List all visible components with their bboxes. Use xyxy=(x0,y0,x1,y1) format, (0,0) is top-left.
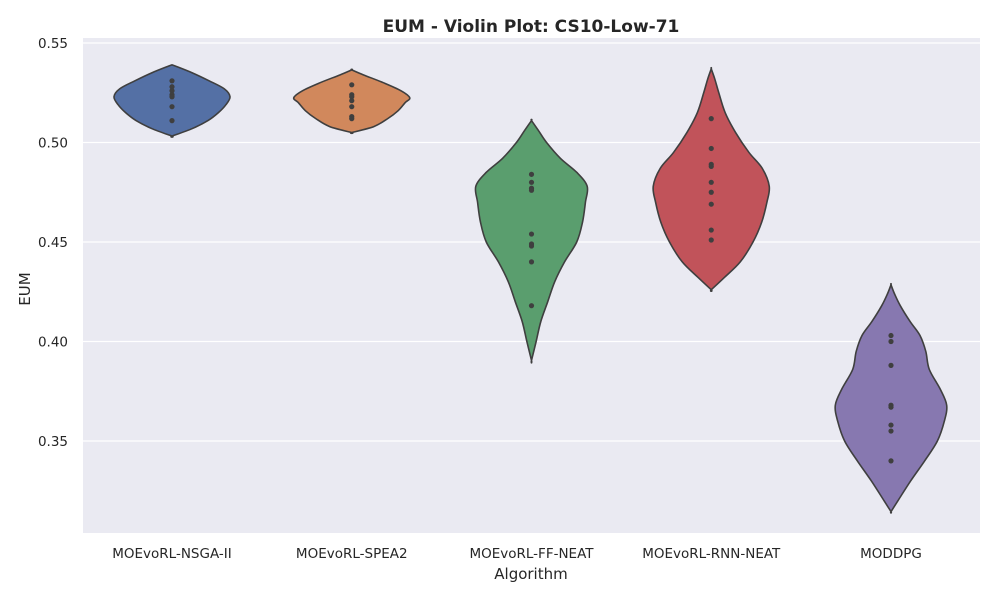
data-point xyxy=(888,338,894,345)
chart-title: EUM - Violin Plot: CS10-Low-71 xyxy=(383,17,680,37)
violin-1 xyxy=(113,63,231,138)
y-tick-label: 0.40 xyxy=(38,335,68,351)
data-point xyxy=(708,116,714,122)
data-point xyxy=(349,98,355,104)
data-point xyxy=(708,189,714,195)
data-point xyxy=(528,187,535,193)
y-axis-label: EUM xyxy=(16,272,34,305)
data-point xyxy=(888,458,894,464)
data-point xyxy=(528,243,535,249)
y-tick-label: 0.50 xyxy=(38,136,68,152)
violins xyxy=(113,63,948,514)
y-tick-label: 0.35 xyxy=(38,434,68,450)
y-tick-label: 0.55 xyxy=(38,36,68,52)
data-point xyxy=(708,163,714,169)
data-point xyxy=(888,332,894,339)
x-tick-label: MOEvoRL-NSGA-II xyxy=(112,546,232,562)
data-point xyxy=(888,404,894,410)
y-tick-labels: 0.35 0.40 0.45 0.50 0.55 xyxy=(38,36,68,450)
data-point xyxy=(349,116,355,122)
data-point xyxy=(169,94,175,100)
y-tick-label: 0.45 xyxy=(38,235,68,251)
data-point xyxy=(169,118,175,124)
data-point xyxy=(349,94,355,100)
data-point xyxy=(528,303,535,309)
data-point xyxy=(528,179,535,185)
data-point xyxy=(708,237,714,243)
data-point xyxy=(888,428,894,434)
data-point xyxy=(169,84,175,90)
violin-3 xyxy=(474,118,589,364)
x-tick-label: MOEvoRL-SPEA2 xyxy=(296,546,408,562)
data-point xyxy=(528,171,535,177)
violin-4 xyxy=(652,66,771,293)
data-point xyxy=(708,145,714,152)
data-point xyxy=(349,104,355,110)
x-tick-label: MOEvoRL-FF-NEAT xyxy=(469,546,594,562)
data-point xyxy=(888,362,894,368)
data-point xyxy=(169,78,175,84)
data-point xyxy=(708,227,714,233)
data-point xyxy=(888,422,894,428)
x-axis-label: Algorithm xyxy=(494,565,567,583)
data-point xyxy=(708,179,714,185)
data-point xyxy=(528,259,535,265)
data-point xyxy=(708,201,714,207)
x-tick-label: MOEvoRL-RNN-NEAT xyxy=(642,546,781,562)
data-point xyxy=(349,82,355,88)
x-tick-label: MODDPG xyxy=(860,546,922,562)
violin-5 xyxy=(834,282,948,514)
x-tick-labels: MOEvoRL-NSGA-II MOEvoRL-SPEA2 MOEvoRL-FF-N… xyxy=(112,546,922,562)
data-point xyxy=(528,231,535,237)
data-point xyxy=(169,88,175,94)
data-point xyxy=(169,104,175,110)
